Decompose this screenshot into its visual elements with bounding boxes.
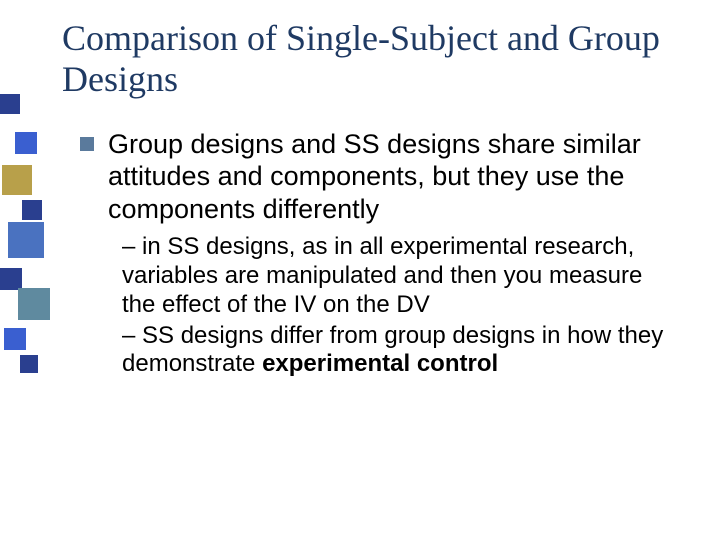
sub-bullet-text: in SS designs, as in all experimental re…	[122, 233, 642, 318]
decorative-square	[15, 132, 37, 154]
main-bullet-text: Group designs and SS designs share simil…	[108, 128, 670, 225]
decorative-square	[0, 268, 22, 290]
decorative-square	[0, 94, 20, 114]
decorative-sidebar	[0, 0, 48, 540]
sub-bullet-list: – in SS designs, as in all experimental …	[122, 233, 670, 379]
sub-bullet-dash: –	[122, 233, 142, 260]
sub-bullet-bold-text: experimental control	[262, 350, 498, 377]
decorative-square	[22, 200, 42, 220]
decorative-square	[2, 165, 32, 195]
decorative-square	[8, 222, 44, 258]
sub-bullet-item: – SS designs differ from group designs i…	[122, 322, 670, 380]
sub-bullet-item: – in SS designs, as in all experimental …	[122, 233, 670, 319]
sub-bullet-dash: –	[122, 322, 142, 349]
decorative-square	[18, 288, 50, 320]
decorative-square	[4, 328, 26, 350]
decorative-square	[20, 355, 38, 373]
main-bullet-item: Group designs and SS designs share simil…	[80, 128, 670, 225]
square-bullet-icon	[80, 137, 94, 151]
slide-body: Group designs and SS designs share simil…	[80, 128, 670, 381]
slide-title: Comparison of Single-Subject and Group D…	[62, 18, 672, 101]
